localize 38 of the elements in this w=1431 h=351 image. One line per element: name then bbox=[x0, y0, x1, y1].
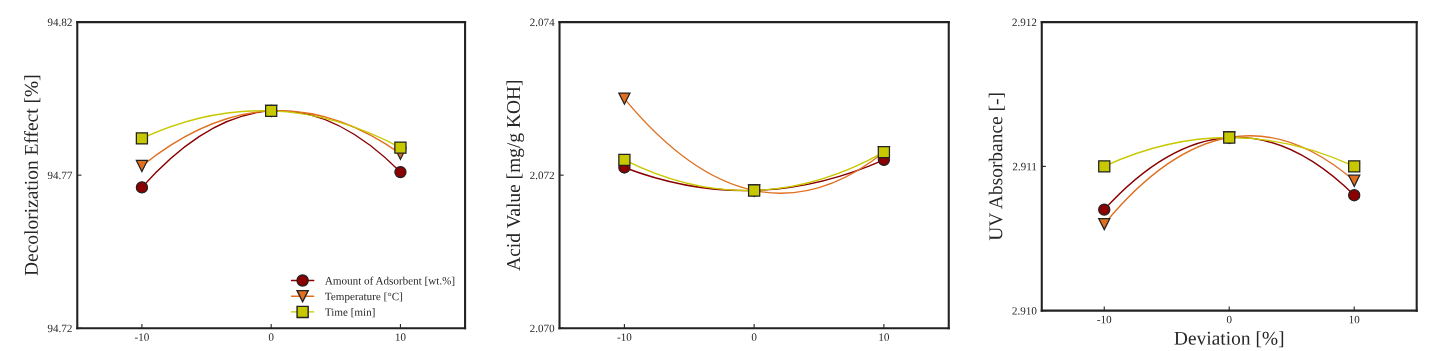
y-tick-label: 2.072 bbox=[530, 171, 555, 180]
x-axis-title: Deviation [%] bbox=[1174, 331, 1284, 348]
x-tick-label: 0 bbox=[1226, 315, 1232, 324]
point bbox=[1098, 217, 1111, 231]
x-tick-label: -10 bbox=[134, 333, 149, 341]
point bbox=[1348, 174, 1361, 187]
y-tick-label: 2.074 bbox=[530, 18, 555, 27]
point bbox=[135, 159, 149, 173]
x-tick-label: 10 bbox=[879, 333, 890, 341]
point bbox=[135, 132, 149, 145]
point bbox=[618, 92, 631, 105]
x-tick-label: 10 bbox=[1349, 315, 1360, 324]
point bbox=[394, 141, 407, 154]
x-tick-label: 0 bbox=[751, 333, 757, 341]
x-tick-label: -10 bbox=[1097, 315, 1112, 324]
point bbox=[1098, 203, 1111, 216]
y-tick-label: 2.912 bbox=[1012, 18, 1037, 27]
y-axis-title: Decolorization Effect [%] bbox=[24, 75, 41, 276]
y-axis-title: Acid Value [mg/g KOH] bbox=[506, 80, 525, 271]
point bbox=[1348, 160, 1361, 173]
legend-label: Temperature [°C] bbox=[325, 292, 403, 303]
point bbox=[1348, 189, 1361, 202]
legend-label: Amount of Adsorbent [wt.%] bbox=[324, 276, 455, 286]
point bbox=[135, 181, 149, 194]
y-tick-label: 94.72 bbox=[47, 324, 72, 333]
y-tick-label: 2.911 bbox=[1012, 162, 1037, 171]
y-tick-label: 2.070 bbox=[530, 324, 555, 333]
y-tick-label: 94.82 bbox=[47, 18, 72, 27]
point bbox=[394, 165, 407, 179]
point bbox=[1098, 160, 1111, 173]
x-tick-label: 0 bbox=[268, 333, 274, 341]
point bbox=[618, 153, 631, 167]
legend-label: Time [min] bbox=[325, 308, 375, 318]
x-tick-label: 10 bbox=[395, 333, 406, 341]
y-tick-label: 94.77 bbox=[47, 171, 73, 180]
x-tick-label: -10 bbox=[617, 333, 632, 341]
y-axis-title: UV Absorbance [-] bbox=[988, 93, 1005, 241]
y-tick-label: 2.910 bbox=[1012, 307, 1037, 315]
